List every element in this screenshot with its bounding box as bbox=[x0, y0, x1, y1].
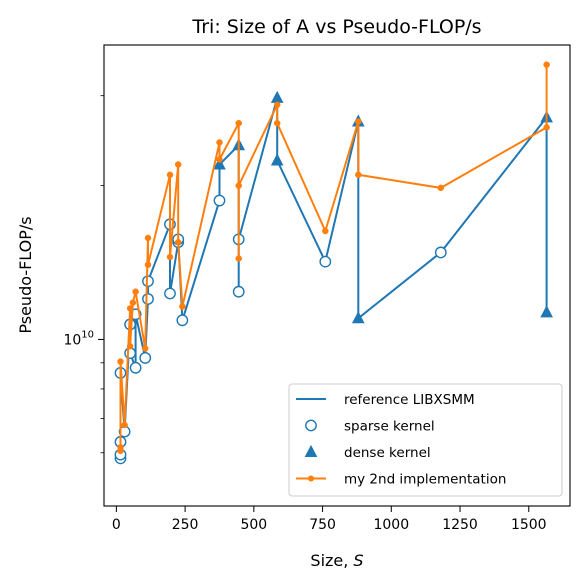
implementation-point bbox=[121, 421, 128, 429]
y-tick-label: 1010 bbox=[63, 329, 94, 348]
implementation-point bbox=[355, 171, 362, 179]
legend-label: reference LIBXSMM bbox=[344, 392, 475, 408]
implementation-point bbox=[235, 255, 242, 262]
implementation-point bbox=[117, 444, 124, 451]
x-tick-label: 250 bbox=[172, 517, 199, 533]
x-tick-label: 500 bbox=[240, 517, 267, 533]
sparse-kernel-point bbox=[213, 194, 226, 207]
y-axis: 1010 bbox=[63, 95, 104, 454]
implementation-point bbox=[235, 182, 242, 189]
x-axis-label-text: Size, bbox=[310, 551, 353, 570]
legend-handle-triangle bbox=[304, 444, 318, 457]
implementation-point bbox=[235, 119, 242, 127]
implementation-point bbox=[174, 161, 182, 168]
implementation-point bbox=[141, 345, 149, 352]
dense-kernel-point bbox=[213, 157, 226, 170]
x-axis: 0 250 500 750 1000 1250 1500 bbox=[112, 506, 547, 533]
y-tick-label-base: 10 bbox=[63, 332, 81, 348]
implementation-point bbox=[273, 101, 281, 108]
implementation-point bbox=[216, 156, 223, 163]
y-axis-label: Pseudo-FLOP/s bbox=[16, 216, 35, 333]
implementation-point bbox=[174, 238, 182, 246]
implementation-point bbox=[166, 171, 174, 179]
implementation-point bbox=[216, 139, 223, 146]
implementation-point bbox=[126, 342, 134, 350]
legend-label: sparse kernel bbox=[344, 419, 435, 435]
sparse-kernel-point bbox=[139, 352, 152, 364]
implementation-point bbox=[273, 119, 281, 127]
dense-kernel-point bbox=[270, 153, 284, 166]
sparse-kernel-point bbox=[164, 287, 176, 300]
implementation-point bbox=[144, 261, 152, 269]
implementation-point bbox=[129, 299, 137, 306]
y-tick-label-exponent: 10 bbox=[81, 329, 94, 340]
implementation-point bbox=[322, 227, 329, 235]
sparse-kernel-point bbox=[142, 293, 154, 305]
sparse-kernel-point bbox=[129, 361, 142, 374]
legend: reference LIBXSMM sparse kernel dense kern… bbox=[288, 383, 563, 497]
implementation-point bbox=[437, 184, 445, 192]
sparse-kernel-point bbox=[176, 314, 189, 327]
x-tick-label: 0 bbox=[112, 517, 121, 533]
implementation-point bbox=[355, 118, 362, 125]
plot-area bbox=[114, 61, 553, 465]
x-tick-label: 1250 bbox=[442, 517, 478, 533]
legend-handle-dot bbox=[308, 475, 314, 482]
sparse-kernel-point bbox=[232, 285, 245, 298]
implementation-point bbox=[179, 303, 186, 310]
implementation-point bbox=[543, 124, 550, 131]
x-axis-label: Size, S bbox=[310, 551, 363, 570]
chart-title: Tri: Size of A vs Pseudo-FLOP/s bbox=[191, 16, 481, 38]
implementation-point bbox=[117, 358, 124, 365]
implementation-point bbox=[126, 305, 134, 312]
implementation-point bbox=[166, 253, 174, 261]
legend-label: my 2nd implementation bbox=[344, 472, 506, 488]
dense-kernel-point bbox=[270, 90, 284, 103]
implementation-point bbox=[132, 288, 139, 295]
legend-handle-open-circle bbox=[305, 419, 317, 432]
legend-label: dense kernel bbox=[344, 445, 431, 461]
sparse-kernel-point bbox=[434, 246, 447, 259]
x-tick-label: 1000 bbox=[373, 517, 409, 533]
dense-kernel-point bbox=[540, 305, 553, 318]
sparse-kernel-point bbox=[319, 255, 332, 268]
implementation-point bbox=[144, 234, 152, 242]
implementation-point bbox=[543, 61, 550, 68]
x-tick-label: 1500 bbox=[511, 517, 547, 533]
plot-frame bbox=[103, 44, 571, 507]
dense-kernel-point bbox=[351, 311, 365, 324]
legend-box bbox=[288, 383, 563, 497]
x-axis-label-symbol: S bbox=[353, 551, 363, 570]
x-tick-label: 750 bbox=[309, 517, 336, 533]
sparse-kernel-point bbox=[124, 347, 137, 360]
